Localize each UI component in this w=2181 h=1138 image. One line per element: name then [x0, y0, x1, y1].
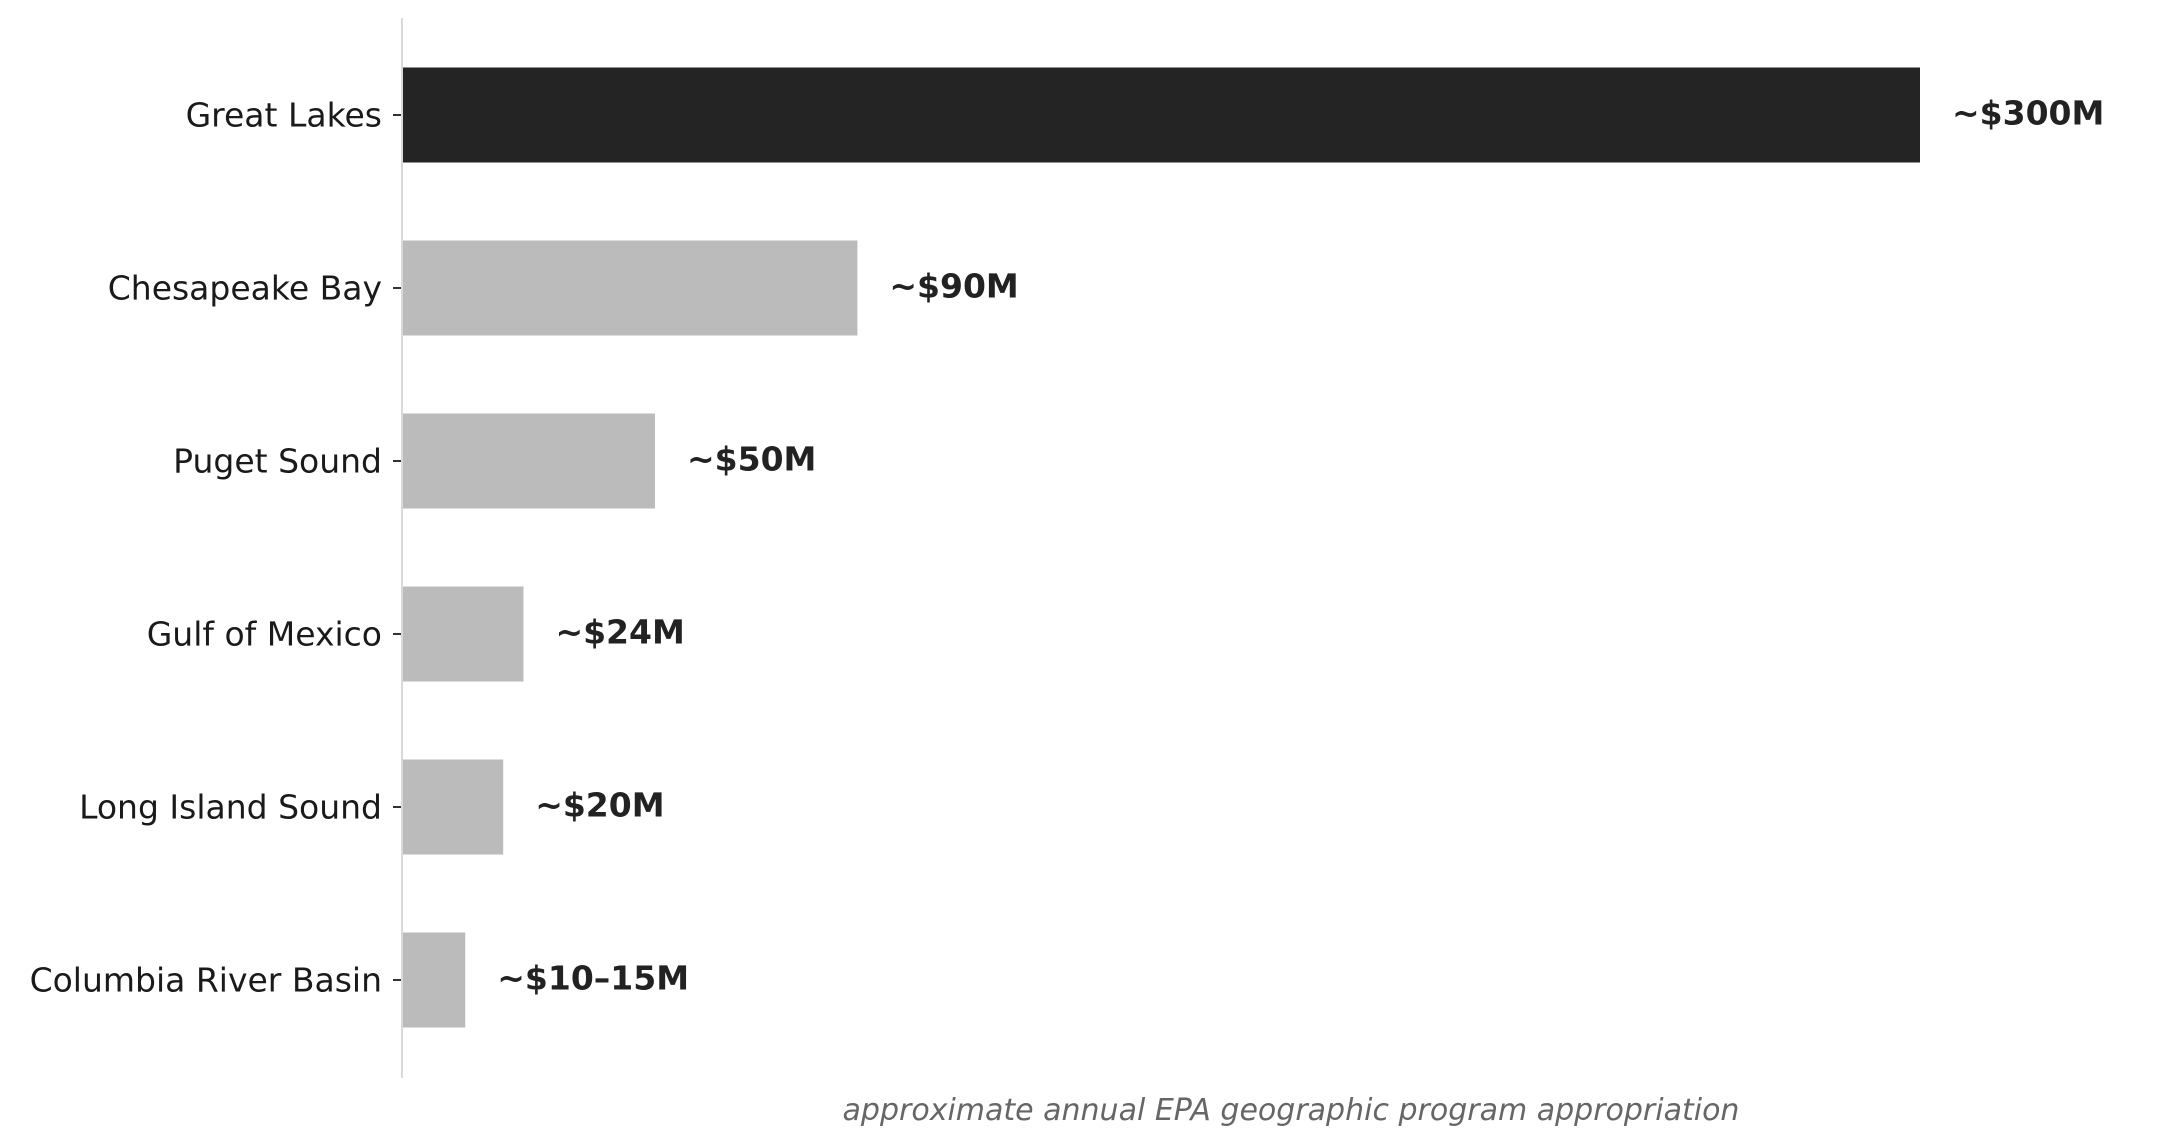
bar-long-island-sound: [402, 759, 504, 855]
value-label-long-island-sound: ~$20M: [535, 786, 664, 825]
bar-columbia-river-basin: [402, 932, 466, 1028]
category-label-puget-sound: Puget Sound: [173, 442, 382, 481]
category-label-gulf-of-mexico: Gulf of Mexico: [147, 615, 382, 654]
x-axis-label: approximate annual EPA geographic progra…: [843, 1093, 1740, 1128]
value-label-puget-sound: ~$50M: [687, 440, 816, 479]
category-label-chesapeake-bay: Chesapeake Bay: [108, 269, 382, 308]
bar-gulf-of-mexico: [402, 586, 524, 682]
category-labels-group: Great Lakes Chesapeake Bay Puget Sound Gulf…: [30, 96, 382, 1000]
bar-great-lakes: [402, 67, 1920, 163]
bars-group: [402, 67, 1920, 1028]
y-ticks-group: [393, 114, 402, 981]
value-labels-group: ~$300M ~$90M ~$50M ~$24M ~$20M ~$10–15M: [497, 94, 2104, 998]
category-label-long-island-sound: Long Island Sound: [79, 788, 382, 827]
value-label-chesapeake-bay: ~$90M: [889, 267, 1018, 306]
value-label-great-lakes: ~$300M: [1952, 94, 2104, 133]
value-label-columbia-river-basin: ~$10–15M: [497, 959, 689, 998]
value-label-gulf-of-mexico: ~$24M: [555, 613, 684, 652]
category-label-columbia-river-basin: Columbia River Basin: [30, 961, 382, 1000]
category-label-great-lakes: Great Lakes: [186, 96, 382, 135]
bar-puget-sound: [402, 413, 655, 509]
bar-chesapeake-bay: [402, 240, 858, 336]
